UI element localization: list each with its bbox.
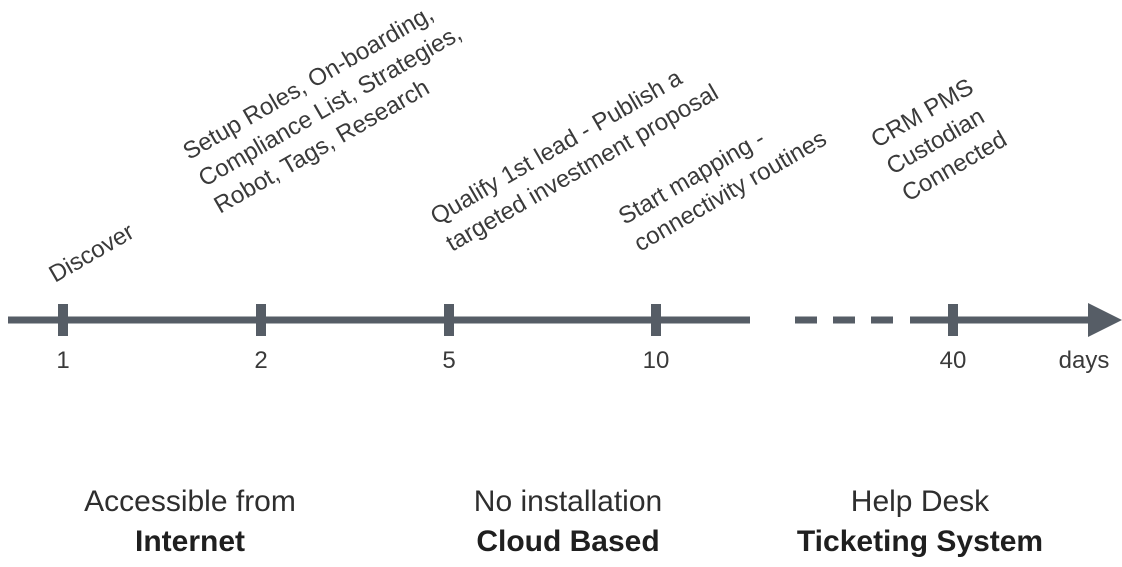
milestone-ticks [58,304,958,336]
milestone-label: CRM PMSCustodianConnected [867,72,1012,207]
milestone-tick [256,304,266,336]
feature-emphasis: Cloud Based [476,525,660,558]
milestone-tick [58,304,68,336]
feature-emphasis: Internet [134,525,245,558]
arrow-head-icon [1088,303,1122,337]
feature-internet: Accessible from Internet [0,482,380,562]
feature-caption: No installation [473,485,663,518]
milestone-label: Setup Roles, On-boarding,Compliance List… [179,0,482,219]
feature-cloud-based: No installation Cloud Based [378,482,758,562]
feature-caption: Accessible from [84,485,296,518]
feature-caption: Help Desk [850,485,990,518]
milestone-labels: Discover Setup Roles, On-boarding,Complia… [45,0,1012,288]
milestone-tick [444,304,454,336]
feature-emphasis: Ticketing System [796,525,1044,558]
day-label: 10 [643,347,670,374]
day-label: 1 [56,347,69,374]
day-label: 40 [940,347,967,374]
feature-ticketing: Help Desk Ticketing System [730,482,1110,562]
milestone-tick [651,304,661,336]
axis-unit-label: days [1059,347,1110,374]
day-labels: 1 2 5 10 40 [56,347,966,374]
milestone-label-line: Discover [45,218,139,288]
milestone-tick [948,304,958,336]
day-label: 2 [254,347,267,374]
milestone-label-line: Compliance List, Strategies, [194,20,466,193]
day-label: 5 [442,347,455,374]
milestone-label: Discover [45,218,139,288]
